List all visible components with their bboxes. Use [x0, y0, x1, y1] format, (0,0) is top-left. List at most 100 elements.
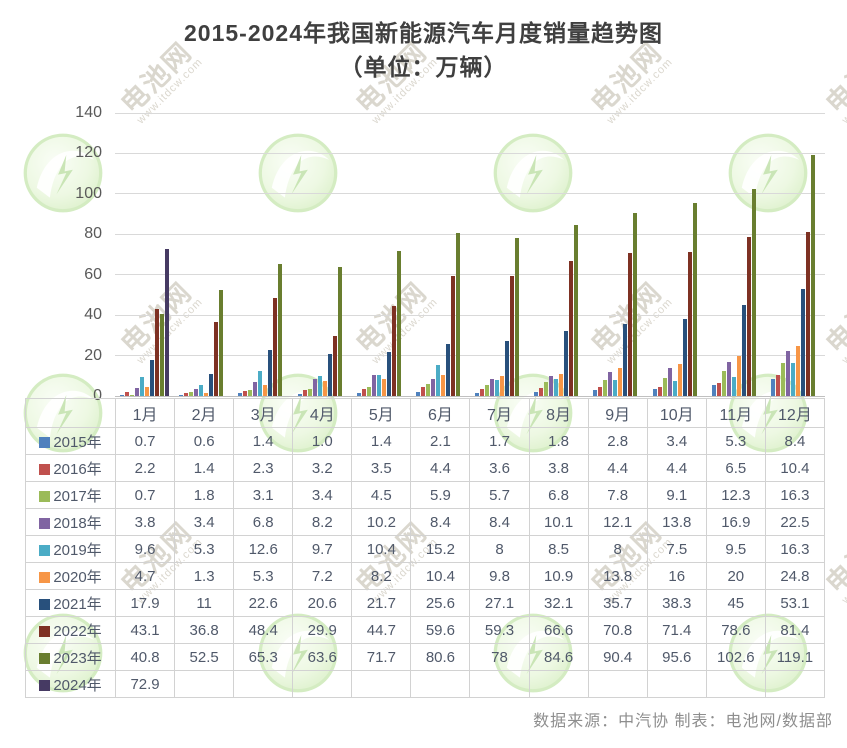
- bar-2018年-month-7: [490, 379, 495, 396]
- bar-2019年-month-11: [731, 376, 736, 396]
- legend-swatch: [39, 652, 51, 664]
- value-cell: 3.2: [292, 454, 353, 482]
- bar-2020年-month-12: [795, 345, 800, 396]
- bar-2022年-month-9: [628, 252, 633, 396]
- value-cell: 1.0: [292, 427, 353, 455]
- bar-group-month-1: [115, 113, 174, 396]
- bar-2021年-month-5: [386, 352, 391, 396]
- gridline-60: [115, 274, 825, 276]
- bar-2021年-month-4: [327, 354, 332, 396]
- value-cell: 71.7: [351, 643, 412, 671]
- value-cell: 3.6: [469, 454, 530, 482]
- bar-2020年-month-2: [204, 393, 209, 396]
- gridline-20: [115, 355, 825, 357]
- value-cell: 72.9: [114, 670, 176, 698]
- bar-2017年-month-11: [721, 371, 726, 396]
- bar-2022年-month-2: [214, 321, 219, 396]
- table-row-2018年: 2018年 3.8 3.4 6.8 8.2 10.2 8.4 8.4 10.1 12.1 13.8 1…: [25, 508, 826, 536]
- bar-2023年-month-10: [692, 202, 697, 396]
- bar-2017年-month-2: [189, 392, 194, 396]
- value-cell: 7.8: [587, 481, 648, 509]
- value-cell: [174, 670, 235, 698]
- value-cell: 22.6: [233, 589, 294, 617]
- value-cell: 16.9: [705, 508, 766, 536]
- value-cell: 90.4: [587, 643, 648, 671]
- value-cell: 9.1: [646, 481, 707, 509]
- bar-2015年-month-2: [179, 394, 184, 396]
- series-year-label: 2021年: [53, 595, 102, 613]
- value-cell: 59.6: [410, 616, 471, 644]
- value-cell: 119.1: [764, 643, 826, 671]
- value-cell: 5.3: [174, 535, 235, 563]
- gridline-140: [115, 112, 825, 114]
- gridline-0: [115, 395, 825, 397]
- value-cell: 66.6: [528, 616, 589, 644]
- value-cell: 16.3: [764, 481, 826, 509]
- bar-2023年-month-8: [574, 225, 579, 396]
- legend-swatch: [39, 544, 51, 556]
- legend-swatch: [39, 490, 51, 502]
- value-cell: 1.8: [174, 481, 235, 509]
- bar-group-month-2: [174, 113, 233, 396]
- value-cell: 80.6: [410, 643, 471, 671]
- bar-2023年-month-2: [219, 289, 224, 396]
- gridline-40: [115, 314, 825, 316]
- bar-2017年-month-5: [366, 386, 371, 396]
- series-label-cell: 2024年: [25, 670, 116, 698]
- value-cell: [705, 670, 766, 698]
- bar-2021年-month-10: [682, 318, 687, 396]
- value-cell: [410, 670, 471, 698]
- table-row-2022年: 2022年 43.1 36.8 48.4 29.9 44.7 59.6 59.3 66.6 70.…: [25, 616, 826, 644]
- bar-2015年-month-6: [415, 391, 420, 396]
- y-axis-tick-label: 120: [75, 144, 102, 162]
- bar-group-month-8: [529, 113, 588, 396]
- value-cell: 2.8: [587, 427, 648, 455]
- bar-group-month-10: [648, 113, 707, 396]
- bar-2020年-month-6: [440, 375, 445, 396]
- value-cell: 4.4: [646, 454, 707, 482]
- bar-2015年-month-12: [770, 379, 775, 396]
- bar-2023年-month-11: [751, 188, 756, 396]
- series-year-label: 2024年: [53, 676, 102, 694]
- bar-2018年-month-5: [371, 375, 376, 396]
- value-cell: 7.2: [292, 562, 353, 590]
- value-cell: 4.7: [114, 562, 176, 590]
- value-cell: 10.4: [764, 454, 826, 482]
- bar-2020年-month-9: [618, 368, 623, 396]
- value-cell: 95.6: [646, 643, 707, 671]
- legend-swatch: [39, 598, 51, 610]
- bar-2019年-month-12: [790, 363, 795, 396]
- value-cell: 1.3: [174, 562, 235, 590]
- value-cell: 5.9: [410, 481, 471, 509]
- bar-2020年-month-11: [736, 355, 741, 396]
- bar-2022年-month-6: [450, 275, 455, 396]
- bar-2017年-month-8: [544, 382, 549, 396]
- chart-title: 2015-2024年我国新能源汽车月度销量趋势图 （单位：万辆）: [0, 16, 847, 84]
- chart-title-line1: 2015-2024年我国新能源汽车月度销量趋势图: [184, 20, 663, 46]
- bar-2018年-month-12: [785, 350, 790, 396]
- value-cell: 10.4: [410, 562, 471, 590]
- value-cell: [528, 670, 589, 698]
- value-cell: 45: [705, 589, 766, 617]
- legend-swatch: [39, 436, 51, 448]
- bar-2015年-month-3: [238, 393, 243, 396]
- bar-2015年-month-8: [534, 392, 539, 396]
- value-cell: 44.7: [351, 616, 412, 644]
- value-cell: 7.5: [646, 535, 707, 563]
- value-cell: 32.1: [528, 589, 589, 617]
- bar-2022年-month-1: [155, 308, 160, 396]
- bar-2015年-month-7: [475, 392, 480, 396]
- month-header: 1月: [114, 398, 176, 428]
- bar-2015年-month-4: [297, 394, 302, 396]
- bar-2017年-month-3: [248, 389, 253, 396]
- value-cell: 0.7: [114, 427, 176, 455]
- bar-2024年-month-1: [165, 248, 170, 396]
- bar-2021年-month-7: [505, 341, 510, 396]
- value-cell: [233, 670, 294, 698]
- value-cell: 8.4: [410, 508, 471, 536]
- source-note: 数据来源：中汽协 制表：电池网/数据部: [533, 713, 833, 730]
- value-cell: 6.5: [705, 454, 766, 482]
- bar-group-month-5: [352, 113, 411, 396]
- value-cell: 63.6: [292, 643, 353, 671]
- value-cell: 9.8: [469, 562, 530, 590]
